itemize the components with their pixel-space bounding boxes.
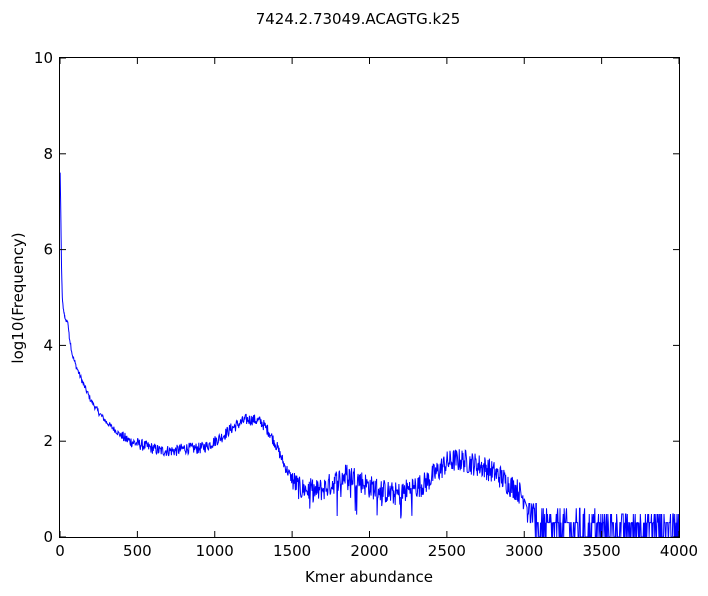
y-tick-label: 6 — [43, 241, 53, 259]
x-tick-label: 4000 — [660, 542, 698, 560]
y-tick-label: 0 — [43, 528, 53, 546]
x-tick-label: 1500 — [273, 542, 311, 560]
x-tick-label: 1000 — [196, 542, 234, 560]
x-tick-label: 500 — [123, 542, 152, 560]
x-tick-label: 2000 — [350, 542, 388, 560]
y-tick-label: 8 — [43, 145, 53, 163]
x-axis: 0 500 1000 1500 2000 2500 3000 3500 4000 — [55, 58, 698, 560]
x-tick-label: 2500 — [428, 542, 466, 560]
y-tick-label: 2 — [43, 432, 53, 450]
plot-line-group — [59, 172, 680, 538]
y-tick-label: 4 — [43, 336, 53, 354]
x-tick-label: 3500 — [583, 542, 621, 560]
chart-title: 7424.2.73049.ACAGTG.k25 — [256, 10, 461, 28]
frequency-series-line — [59, 172, 680, 538]
x-tick-label: 3000 — [505, 542, 543, 560]
x-axis-label: Kmer abundance — [305, 568, 433, 586]
y-axis: 0 2 4 6 8 10 — [34, 49, 679, 546]
y-tick-label: 10 — [34, 49, 53, 67]
plot-frame — [59, 57, 680, 538]
x-tick-label: 0 — [55, 542, 65, 560]
y-axis-label: log10(Frequency) — [9, 232, 27, 363]
